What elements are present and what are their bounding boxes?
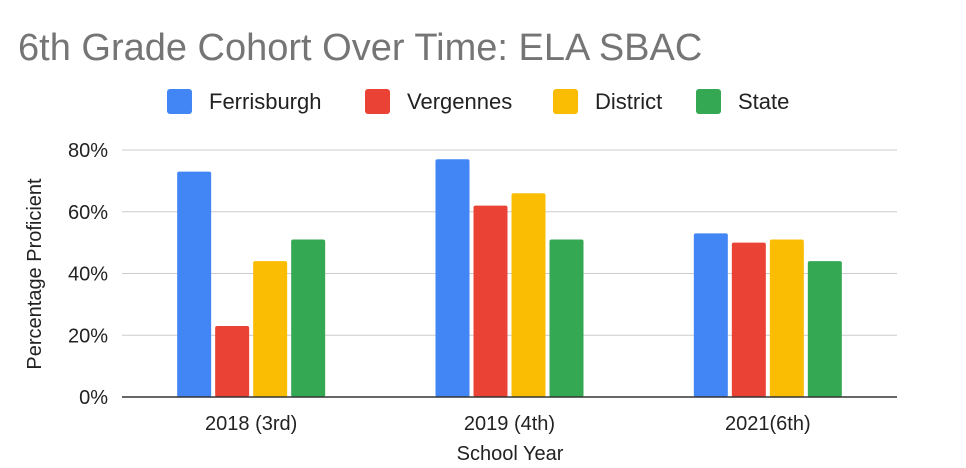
legend-swatch	[167, 89, 192, 114]
x-axis-ticks: 2018 (3rd) 2019 (4th) 2021(6th)	[205, 413, 811, 435]
legend-label: State	[738, 89, 789, 114]
legend-item: Ferrisburgh	[167, 89, 321, 114]
legend-label: Ferrisburgh	[209, 89, 321, 114]
bar	[511, 193, 546, 397]
gridlines	[122, 149, 897, 336]
bar	[435, 159, 470, 397]
y-tick-label: 40%	[68, 264, 108, 286]
bar	[549, 239, 584, 397]
y-tick-label: 20%	[68, 325, 108, 347]
bar	[473, 205, 508, 397]
bar	[769, 239, 804, 397]
bar	[253, 261, 288, 397]
legend-label: Vergennes	[407, 89, 512, 114]
chart-title: 6th Grade Cohort Over Time: ELA SBAC	[18, 27, 702, 69]
bar	[215, 325, 250, 397]
bar	[291, 239, 326, 397]
bar	[807, 261, 842, 397]
legend-label: District	[595, 89, 662, 114]
bar	[177, 171, 212, 397]
x-axis-title: School Year	[457, 443, 564, 465]
bars	[177, 159, 842, 397]
legend-swatch	[365, 89, 390, 114]
y-tick-label: 80%	[68, 140, 108, 162]
legend-item: District	[553, 89, 662, 114]
legend-item: State	[696, 89, 789, 114]
legend-swatch	[696, 89, 721, 114]
y-tick-label: 0%	[79, 387, 108, 409]
legend: Ferrisburgh Vergennes District State	[167, 89, 789, 114]
y-tick-label: 60%	[68, 202, 108, 224]
x-tick-label: 2021(6th)	[725, 413, 811, 435]
x-tick-label: 2018 (3rd)	[205, 413, 297, 435]
bar	[731, 242, 766, 397]
bar	[693, 233, 728, 397]
y-axis-ticks: 0% 20% 40% 60% 80%	[68, 140, 108, 409]
legend-swatch	[553, 89, 578, 114]
x-tick-label: 2019 (4th)	[464, 413, 555, 435]
y-axis-title: Percentage Proficient	[24, 178, 46, 370]
legend-item: Vergennes	[365, 89, 512, 114]
